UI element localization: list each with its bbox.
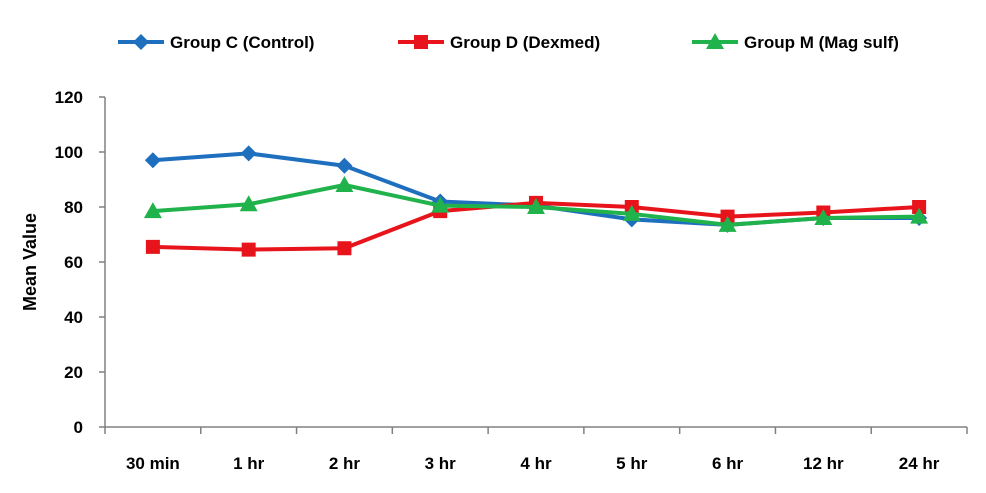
- y-axis-title: Mean Value: [20, 213, 40, 311]
- y-tick-label: 0: [74, 418, 83, 437]
- y-tick-label: 20: [64, 363, 83, 382]
- legend-label: Group D (Dexmed): [450, 33, 600, 52]
- legend-label: Group C (Control): [170, 33, 314, 52]
- data-point: [910, 207, 929, 224]
- data-point: [240, 145, 257, 162]
- legend-marker: [706, 33, 724, 49]
- data-point: [527, 198, 545, 214]
- data-point: [336, 157, 353, 174]
- legend-label: Group M (Mag sulf): [744, 33, 899, 52]
- y-tick-label: 80: [64, 198, 83, 217]
- x-tick-label: 12 hr: [803, 454, 844, 473]
- legend-marker: [133, 34, 149, 50]
- data-point: [239, 195, 258, 212]
- x-tick-label: 6 hr: [712, 454, 744, 473]
- data-point: [145, 239, 160, 254]
- series-3: [143, 176, 929, 232]
- series-layer: [143, 145, 929, 257]
- legend: Group C (Control) Group D (Dexmed) Group M…: [118, 33, 899, 52]
- y-tick-label: 40: [64, 308, 83, 327]
- legend-marker: [414, 35, 428, 49]
- y-tick-label: 120: [55, 88, 83, 107]
- data-point: [241, 242, 256, 257]
- x-tick-label: 24 hr: [899, 454, 940, 473]
- data-point: [144, 152, 161, 169]
- x-tick-label: 3 hr: [425, 454, 457, 473]
- x-tick-label: 30 min: [126, 454, 180, 473]
- y-tick-label: 100: [55, 143, 83, 162]
- data-point: [912, 200, 927, 214]
- y-axis: 0 20 40 60 80 100 120: [55, 88, 106, 437]
- data-point: [814, 209, 833, 225]
- legend-item: Group M (Mag sulf): [692, 33, 899, 52]
- y-tick-label: 60: [64, 253, 83, 272]
- x-tick-label: 2 hr: [329, 454, 361, 473]
- data-point: [335, 176, 354, 192]
- x-tick-label: 5 hr: [616, 454, 648, 473]
- data-point: [622, 204, 641, 221]
- legend-item: Group C (Control): [118, 33, 314, 52]
- x-tick-label: 1 hr: [233, 454, 265, 473]
- x-axis: 30 min 1 hr 2 hr 3 hr 4 hr 5 hr 6 hr 12 hr 24 hr: [104, 426, 968, 473]
- data-point: [143, 202, 162, 219]
- data-point: [431, 196, 450, 213]
- data-point: [718, 215, 737, 232]
- legend-item: Group D (Dexmed): [398, 33, 600, 52]
- data-point: [337, 241, 352, 256]
- x-tick-label: 4 hr: [520, 454, 552, 473]
